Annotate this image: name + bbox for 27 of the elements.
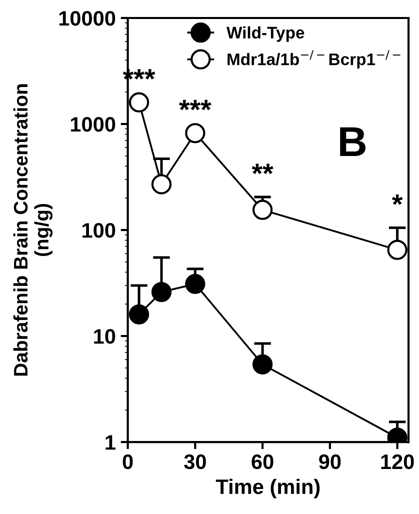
annotation: **: [252, 164, 274, 174]
annotation: B: [340, 127, 366, 156]
point: [128, 92, 150, 112]
x-tick-label: 120: [381, 454, 414, 470]
point: [151, 174, 172, 194]
legend-label: Wild-Type: [226, 26, 304, 42]
annotation: *: [392, 194, 403, 205]
annotation: ***: [179, 100, 212, 110]
x-tick-label: 90: [319, 454, 341, 470]
point: [185, 274, 206, 294]
x-tick-label: 60: [252, 454, 274, 470]
y-tick-label: 10000: [59, 10, 116, 26]
point: [151, 282, 172, 302]
y-axis-title: Dabrafenib Brain Concentration (ng/g): [13, 84, 53, 376]
point: [185, 123, 206, 144]
y-tick-label: 100: [82, 223, 116, 238]
x-axis-title: Time (min): [216, 478, 320, 498]
point: [252, 200, 273, 220]
x-tick-label: 30: [184, 454, 206, 470]
point: [387, 240, 408, 260]
point: [252, 354, 273, 374]
x-tick-label: 0: [122, 454, 133, 470]
y-tick-label: 1000: [70, 117, 116, 132]
y-tick-label: 1: [106, 435, 116, 450]
y-tick-label: 10: [94, 329, 116, 344]
point: [128, 304, 150, 324]
legend-label: Mdr1a/1b$^{−/−}$Bcrp1$^{−/−}$: [228, 50, 400, 69]
